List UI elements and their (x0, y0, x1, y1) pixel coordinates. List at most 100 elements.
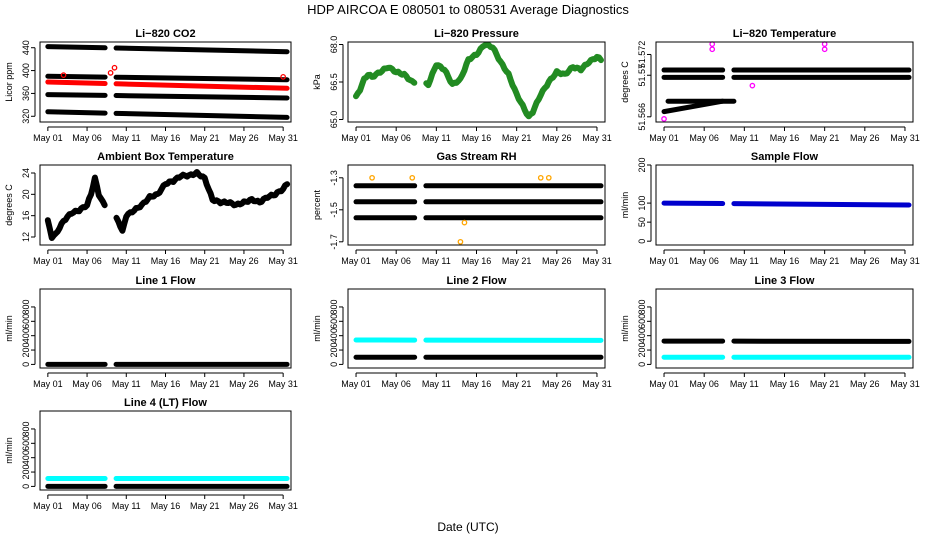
panel-line2: Line 2 Flow May 01 May 06 May 11 May 16 May 2… (312, 275, 612, 389)
x-tick-label: May 06 (381, 379, 411, 389)
x-tick-label: May 06 (689, 256, 719, 266)
x-tick-label: May 16 (462, 133, 492, 143)
y-tick-label: 16 (21, 211, 31, 221)
series-line (113, 169, 291, 234)
y-axis-label: ml/min (4, 437, 14, 464)
series-line (423, 41, 604, 120)
x-tick-label: May 06 (72, 501, 102, 511)
plot-frame (347, 288, 606, 369)
series-band (113, 74, 290, 83)
x-tick-label: May 26 (229, 256, 259, 266)
y-tick-label: 51.566 (637, 103, 647, 131)
data-point (461, 219, 468, 226)
x-tick-label: May 11 (112, 501, 141, 511)
x-tick-label: May 26 (229, 379, 259, 389)
x-tick-label: May 06 (689, 379, 719, 389)
series-group (661, 41, 912, 122)
y-tick-label: -1.5 (329, 202, 339, 218)
data-point (537, 174, 544, 181)
y-tick-label: 400 (637, 328, 647, 343)
y-tick-label: 0 (637, 362, 647, 367)
x-axis: May 01 May 06 May 11 May 16 May 21 May 26 May … (33, 249, 298, 266)
panel-title: Gas Stream RH (436, 151, 516, 163)
data-point (457, 238, 464, 245)
data-point (545, 174, 552, 181)
x-tick-label: May 01 (33, 133, 63, 143)
y-axis: 320 360 400 440 (21, 40, 36, 124)
y-tick-label: 800 (21, 421, 31, 436)
y-tick-label: 200 (21, 343, 31, 358)
y-tick-label: 100 (637, 196, 647, 211)
x-tick-label: May 01 (341, 133, 371, 143)
y-tick-label: 800 (329, 299, 339, 314)
y-tick-label: 600 (329, 314, 339, 329)
x-tick-label: May 11 (730, 256, 759, 266)
x-tick-label: May 21 (190, 501, 220, 511)
x-tick-label: May 21 (190, 133, 220, 143)
series-band (113, 45, 290, 55)
series-band (113, 93, 290, 101)
series-group (45, 476, 290, 489)
data-point (749, 82, 756, 89)
x-tick-label: May 16 (462, 256, 492, 266)
figure-xlabel: Date (UTC) (437, 520, 498, 534)
y-tick-label: 65.0 (329, 111, 339, 129)
y-tick-label: 20 (21, 189, 31, 199)
panel-rh: Gas Stream RH May 01 May 06 May 11 May 16 May… (312, 151, 612, 266)
y-tick-label: 50 (637, 217, 647, 227)
data-point (821, 46, 828, 53)
data-point (821, 41, 828, 47)
data-point (111, 64, 118, 71)
series-band (731, 201, 912, 208)
x-axis: May 01 May 06 May 11 May 16 May 21 May 26 May … (341, 126, 612, 143)
panel-title: Line 1 Flow (136, 275, 196, 287)
y-tick-label: 24 (21, 168, 31, 178)
panel-title: Li−820 Pressure (434, 28, 519, 40)
x-tick-label: May 26 (229, 501, 259, 511)
y-tick-label: 600 (21, 314, 31, 329)
data-point (280, 74, 287, 80)
series-band (113, 81, 290, 91)
y-tick-label: 0 (21, 362, 31, 367)
x-tick-label: May 16 (770, 133, 800, 143)
x-tick-label: May 06 (381, 256, 411, 266)
x-tick-label: May 16 (770, 256, 800, 266)
x-tick-label: May 01 (649, 133, 679, 143)
x-tick-label: May 26 (542, 256, 572, 266)
y-axis: 0 50 100 200 (637, 157, 652, 244)
x-tick-label: May 26 (542, 379, 572, 389)
x-tick-label: May 31 (582, 133, 612, 143)
x-tick-label: May 16 (462, 379, 492, 389)
y-axis-label: percent (312, 189, 322, 220)
panel-title: Li−820 Temperature (733, 28, 836, 40)
series-band (45, 44, 108, 51)
y-axis-label: degrees C (4, 184, 14, 226)
x-axis: May 01 May 06 May 11 May 16 May 21 May 26 May … (341, 249, 612, 266)
x-tick-label: May 31 (890, 379, 920, 389)
y-tick-label: -1.7 (329, 234, 339, 250)
series-group (661, 338, 912, 360)
y-tick-label: 400 (329, 328, 339, 343)
plot-frame (655, 41, 914, 123)
x-tick-label: May 01 (33, 379, 63, 389)
y-axis: 65.0 66.5 68.0 (329, 36, 344, 129)
x-tick-label: May 26 (229, 133, 259, 143)
x-tick-label: May 11 (422, 133, 451, 143)
x-tick-label: May 26 (542, 133, 572, 143)
x-tick-label: May 06 (72, 133, 102, 143)
x-tick-label: May 16 (770, 379, 800, 389)
series-band (45, 79, 108, 87)
y-tick-label: 0 (637, 239, 647, 244)
x-axis: May 01 May 06 May 11 May 16 May 21 May 26 May … (649, 372, 920, 389)
y-axis: 12 16 20 24 (21, 168, 36, 242)
plot-frame (655, 164, 914, 246)
figure-title: HDP AIRCOA E 080501 to 080531 Average Di… (307, 2, 629, 17)
y-axis-label: ml/min (620, 192, 630, 219)
x-tick-label: May 16 (151, 133, 181, 143)
plot-frame (39, 41, 292, 123)
x-axis: May 01 May 06 May 11 May 16 May 21 May 26 May … (33, 372, 298, 389)
data-point (60, 72, 67, 78)
